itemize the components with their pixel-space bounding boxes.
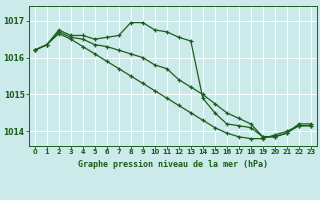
X-axis label: Graphe pression niveau de la mer (hPa): Graphe pression niveau de la mer (hPa) xyxy=(78,160,268,169)
